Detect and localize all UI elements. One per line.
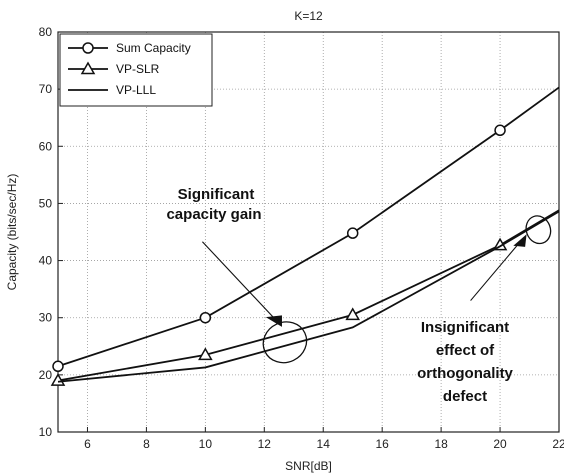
series-line	[57, 210, 560, 383]
series-1	[50, 209, 560, 386]
annotation-text: capacity gain	[166, 206, 261, 223]
callout-ellipse	[262, 321, 308, 364]
y-tick-label: 80	[39, 25, 53, 39]
y-tick-label: 10	[39, 425, 53, 439]
x-tick-label: 6	[84, 437, 91, 451]
data-point	[346, 227, 359, 239]
y-tick-label: 30	[39, 311, 53, 325]
x-tick-label: 22	[552, 437, 564, 451]
annotation-arrow	[202, 241, 280, 324]
x-axis-label: SNR[dB]	[285, 459, 332, 473]
y-tick-label: 60	[39, 139, 53, 153]
annotation-text: effect of	[436, 342, 495, 359]
annotation-text: Insignificant	[421, 319, 509, 336]
legend-entry: VP-LLL	[68, 83, 156, 97]
y-axis-label: Capacity (bits/sec/Hz)	[5, 174, 19, 291]
legend-marker	[80, 61, 96, 75]
plot-frame	[57, 31, 560, 433]
y-tick-label: 50	[39, 196, 53, 210]
data-point	[198, 347, 213, 361]
annotation-text: defect	[443, 388, 487, 405]
x-tick-label: 14	[317, 437, 331, 451]
chart-title: K=12	[294, 9, 323, 23]
x-tick-label: 18	[434, 437, 448, 451]
legend: Sum Capacity VP-SLR VP-LLL	[59, 33, 213, 107]
x-tick-label: 10	[199, 437, 213, 451]
series-2	[57, 210, 560, 383]
x-tick-label: 12	[258, 437, 272, 451]
data-point	[50, 373, 66, 386]
legend-entry: VP-SLR	[68, 61, 160, 76]
legend-label: VP-LLL	[116, 83, 156, 97]
x-tick-label: 20	[493, 437, 507, 451]
x-tick-label: 16	[375, 437, 389, 451]
x-tick-label: 8	[143, 437, 150, 451]
arrow-head	[513, 234, 527, 247]
series-layer	[50, 86, 560, 386]
legend-label: Sum Capacity	[116, 41, 191, 55]
series-0	[52, 86, 560, 373]
annotation-arrow	[470, 237, 525, 301]
data-point	[52, 360, 64, 373]
data-point	[345, 307, 360, 321]
ticks: 6 8 10 12 14 16 18 20 22 10 20 30 40 50 60 70 80	[39, 25, 564, 451]
legend-entry: Sum Capacity	[68, 41, 191, 55]
data-point	[494, 124, 506, 137]
annotation-text: Significant	[178, 186, 255, 203]
y-tick-label: 40	[39, 254, 53, 268]
y-tick-label: 20	[39, 368, 53, 382]
data-point	[199, 311, 212, 324]
callout-ellipse	[525, 215, 552, 245]
y-tick-label: 70	[39, 82, 53, 96]
legend-marker	[82, 42, 94, 54]
annotation-layer: Significant capacity gain Insignificant eff…	[166, 186, 552, 405]
legend-label: VP-SLR	[116, 62, 160, 76]
annotation-text: orthogonality	[417, 365, 513, 382]
arrow-head	[265, 315, 282, 327]
